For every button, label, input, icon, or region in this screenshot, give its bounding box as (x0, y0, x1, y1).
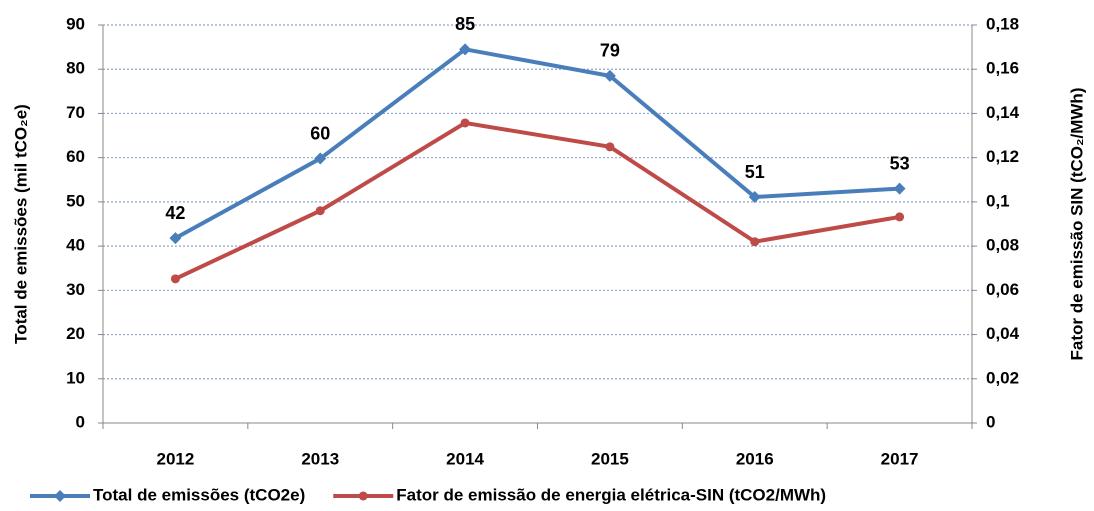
y2-tick-label: 0,1 (986, 191, 1010, 210)
marker (603, 69, 616, 82)
marker (748, 191, 761, 204)
marker (170, 274, 180, 284)
y-tick-label: 50 (66, 191, 85, 210)
marker (895, 212, 905, 222)
marker (315, 206, 325, 216)
y2-tick-label: 0 (986, 412, 995, 431)
data-label: 42 (165, 203, 185, 223)
legend-label: Total de emissões (tCO2e) (93, 485, 305, 504)
marker (314, 152, 327, 165)
y-tick-label: 30 (66, 280, 85, 299)
marker (459, 43, 472, 56)
y2-tick-label: 0,02 (986, 368, 1019, 387)
x-tick-label: 2012 (157, 449, 195, 468)
series-line (174, 120, 900, 281)
x-tick-label: 2017 (881, 449, 919, 468)
data-label: 51 (745, 162, 765, 182)
data-label: 60 (310, 123, 330, 143)
marker (893, 182, 906, 195)
y2-tick-label: 0,18 (986, 14, 1019, 33)
data-label: 53 (890, 153, 910, 173)
series-line (174, 47, 900, 240)
y-tick-label: 40 (66, 236, 85, 255)
x-tick-label: 2013 (301, 449, 339, 468)
y-tick-label: 80 (66, 59, 85, 78)
y2-tick-label: 0,16 (986, 59, 1019, 78)
y-axis-label: Total de emissões (mil tCO₂e) (11, 104, 30, 344)
y2-axis-label: Fator de emissão SIN (tCO₂/MWh) (1067, 88, 1086, 361)
marker (605, 142, 615, 152)
data-label: 85 (455, 14, 475, 34)
marker (750, 237, 760, 247)
y2-tick-label: 0,12 (986, 147, 1019, 166)
y-tick-label: 0 (76, 412, 85, 431)
x-tick-label: 2015 (591, 449, 629, 468)
y-tick-label: 10 (66, 368, 85, 387)
x-tick-label: 2014 (446, 449, 484, 468)
y-tick-label: 70 (66, 103, 85, 122)
legend-label: Fator de emissão de energia elétrica-SIN… (396, 485, 826, 504)
marker (54, 490, 66, 502)
y2-tick-label: 0,08 (986, 236, 1019, 255)
y-tick-label: 60 (66, 147, 85, 166)
data-label: 79 (600, 41, 620, 61)
y2-tick-label: 0,04 (986, 324, 1020, 343)
y2-tick-label: 0,14 (986, 103, 1020, 122)
y-tick-label: 90 (66, 14, 85, 33)
marker (169, 232, 182, 245)
marker (460, 118, 470, 128)
x-tick-label: 2016 (736, 449, 774, 468)
marker (358, 491, 368, 501)
y2-tick-label: 0,06 (986, 280, 1019, 299)
y-tick-label: 20 (66, 324, 85, 343)
